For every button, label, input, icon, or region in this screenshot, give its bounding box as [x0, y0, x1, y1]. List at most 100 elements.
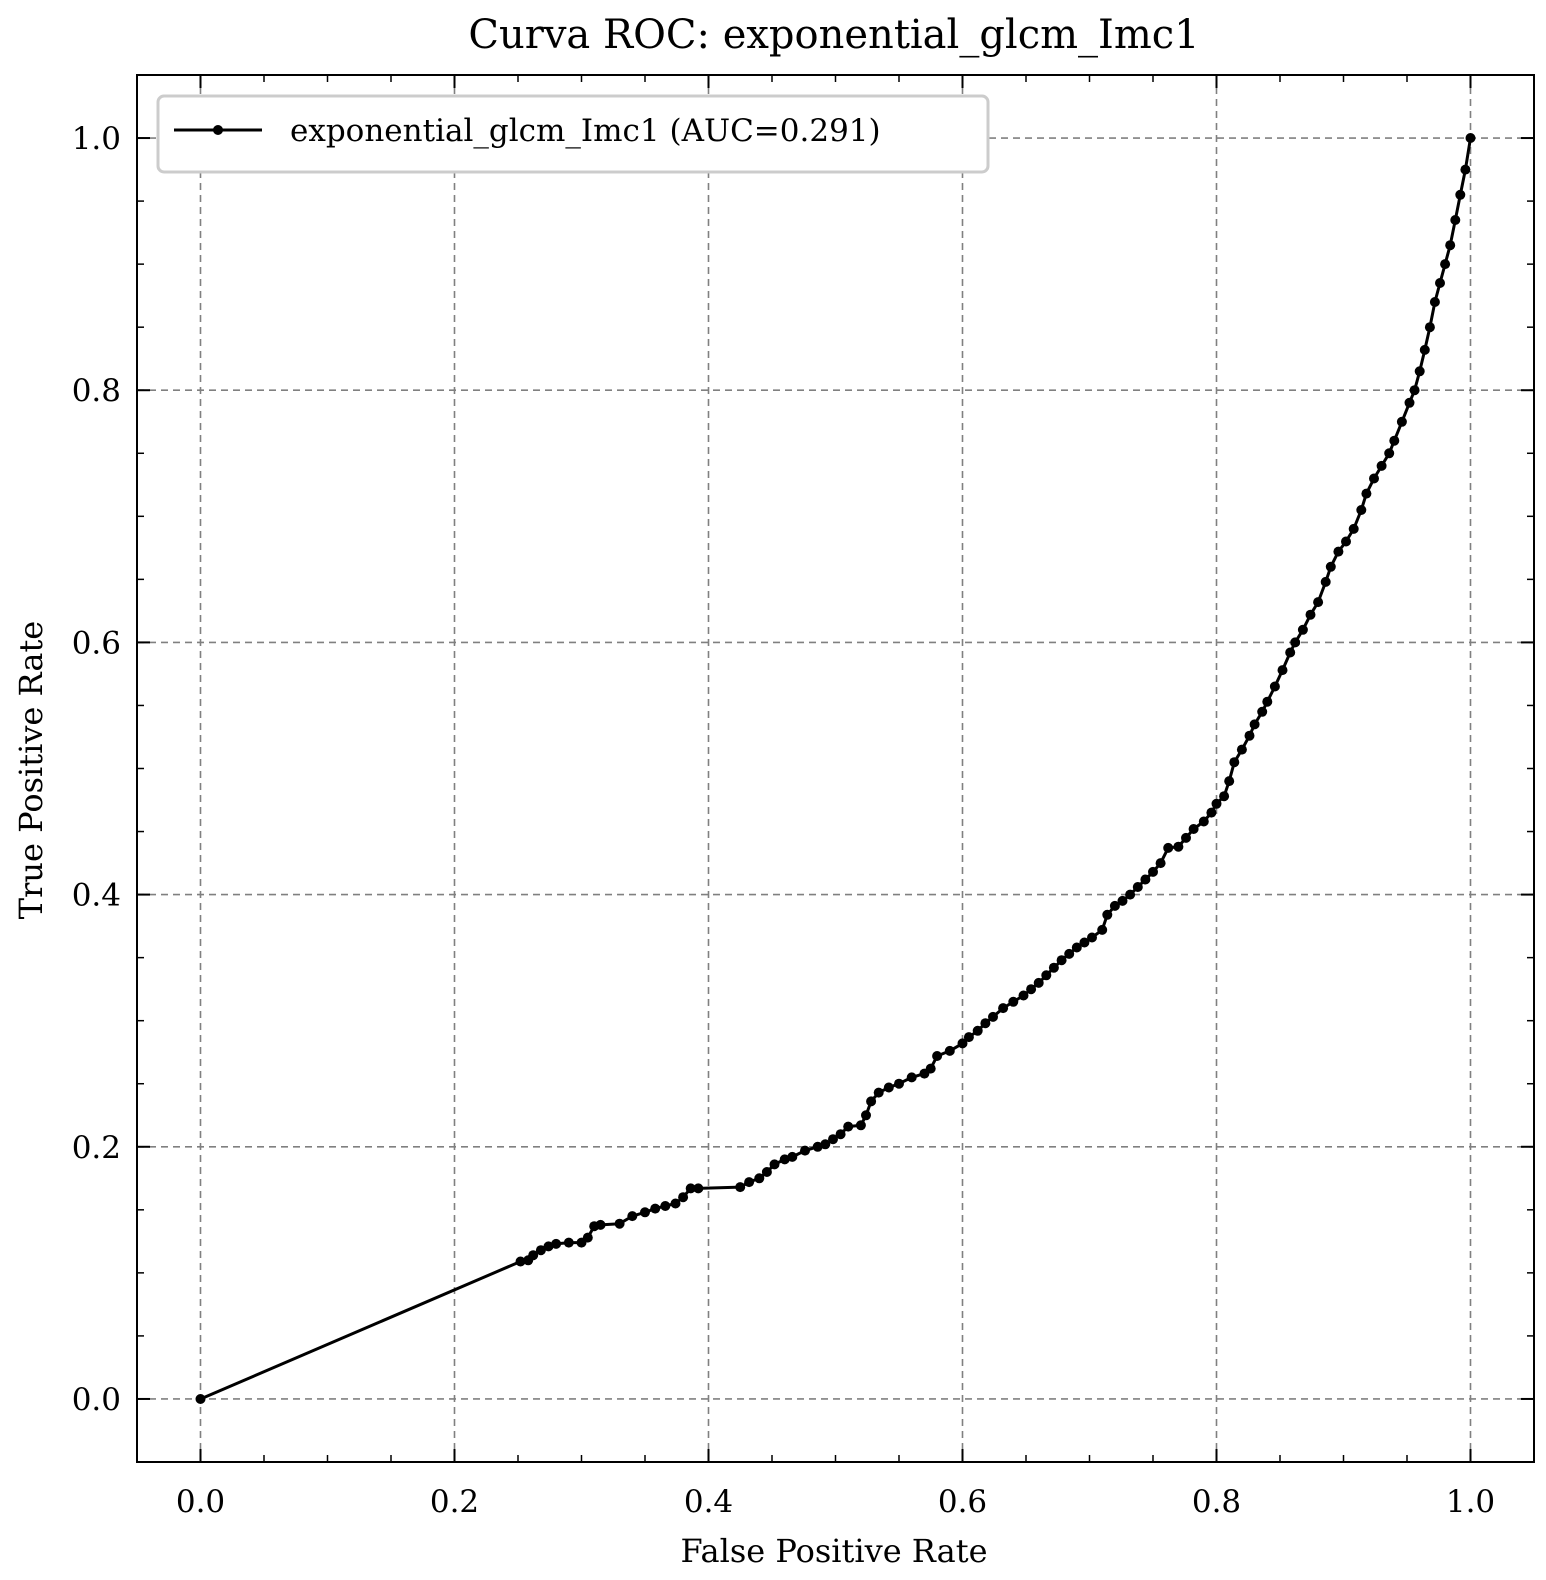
roc-point — [1404, 397, 1415, 408]
roc-point — [1257, 706, 1268, 717]
x-tick-label: 0.2 — [430, 1484, 479, 1520]
roc-point — [640, 1207, 650, 1218]
roc-point — [932, 1051, 943, 1061]
roc-point — [1269, 681, 1280, 692]
roc-point — [1445, 240, 1456, 251]
roc-point — [820, 1139, 831, 1150]
roc-point — [1341, 536, 1351, 547]
roc-point — [883, 1082, 894, 1093]
roc-point — [1389, 435, 1400, 446]
roc-point — [1148, 866, 1158, 877]
tick-labels: 0.0 0.2 0.4 0.6 0.8 1.0 0.0 0.2 0.4 0.6 0.8 1.0 — [72, 121, 1495, 1520]
roc-point — [1313, 597, 1324, 608]
roc-point — [660, 1201, 671, 1211]
roc-point — [650, 1203, 661, 1214]
y-tick-label: 0.8 — [72, 373, 121, 409]
roc-point — [1056, 955, 1067, 966]
roc-point — [835, 1129, 846, 1140]
roc-point — [1219, 791, 1230, 802]
roc-point — [1325, 561, 1336, 572]
roc-point — [1140, 874, 1151, 885]
roc-point — [1173, 841, 1184, 852]
roc-point — [1163, 842, 1174, 853]
roc-point — [1181, 832, 1191, 843]
roc-point — [1018, 990, 1029, 1001]
roc-point — [1041, 970, 1052, 981]
roc-point — [1429, 297, 1440, 307]
roc-point — [1465, 133, 1476, 143]
roc-point — [1297, 624, 1308, 635]
roc-point — [1244, 730, 1255, 741]
roc-point — [1236, 744, 1247, 755]
roc-point — [1033, 977, 1044, 988]
roc-point — [563, 1237, 574, 1248]
x-axis-label: False Positive Rate — [680, 1532, 987, 1570]
roc-point — [515, 1256, 526, 1267]
roc-point — [1369, 473, 1379, 484]
roc-point — [1361, 488, 1372, 499]
roc-point — [800, 1145, 810, 1156]
roc-point — [769, 1159, 780, 1170]
y-axis-label: True Positive Rate — [12, 621, 50, 920]
roc-point — [1450, 215, 1461, 225]
roc-point — [812, 1141, 823, 1152]
roc-point — [582, 1232, 593, 1243]
roc-point — [1211, 798, 1222, 809]
roc-point — [1102, 909, 1113, 920]
y-tick-label: 1.0 — [72, 121, 121, 157]
roc-point — [1087, 932, 1097, 943]
roc-point — [1333, 546, 1344, 557]
roc-point — [1290, 637, 1301, 648]
roc-point — [779, 1154, 790, 1165]
roc-point — [1048, 962, 1059, 973]
y-tick-label: 0.4 — [72, 878, 121, 914]
y-tick-label: 0.0 — [72, 1382, 121, 1418]
roc-point — [551, 1238, 562, 1249]
roc-point — [1277, 665, 1288, 676]
legend-entry: exponential_glcm_Imc1 (AUC=0.291) — [290, 113, 881, 149]
roc-point — [1125, 889, 1136, 900]
roc-point — [866, 1096, 877, 1107]
x-tick-label: 0.8 — [1192, 1484, 1241, 1520]
roc-point — [1285, 647, 1296, 658]
roc-point — [761, 1167, 772, 1177]
roc-point — [1414, 366, 1425, 377]
roc-point — [1224, 776, 1235, 787]
roc-point — [1384, 448, 1395, 459]
x-tick-label: 0.4 — [684, 1484, 733, 1520]
roc-point — [1132, 882, 1143, 892]
roc-point — [1440, 259, 1451, 270]
y-tick-label: 0.6 — [72, 625, 121, 661]
roc-point — [1424, 322, 1435, 333]
roc-point — [678, 1192, 689, 1203]
roc-point — [963, 1032, 974, 1043]
roc-point — [1460, 164, 1471, 175]
roc-point — [614, 1218, 625, 1229]
roc-point — [894, 1078, 904, 1089]
roc-curve-line — [199, 137, 1472, 1401]
roc-point — [1305, 609, 1316, 620]
roc-point — [1262, 696, 1273, 707]
roc-point — [1155, 858, 1166, 869]
roc-point — [693, 1183, 704, 1194]
roc-point — [1008, 996, 1019, 1007]
roc-point — [1188, 824, 1199, 834]
x-tick-label: 0.6 — [938, 1484, 987, 1520]
roc-point — [754, 1173, 765, 1184]
plot-frame — [136, 74, 1535, 1463]
grid-lines — [137, 75, 1534, 1462]
roc-point — [1198, 816, 1209, 827]
roc-point — [1376, 460, 1387, 471]
roc-point — [1206, 807, 1217, 818]
roc-point — [627, 1211, 638, 1222]
roc-point — [861, 1110, 871, 1121]
roc-point — [843, 1121, 854, 1132]
roc-point — [1356, 505, 1367, 515]
roc-point — [828, 1134, 838, 1145]
roc-point — [925, 1063, 936, 1074]
roc-point — [1109, 900, 1120, 911]
roc-point — [787, 1151, 798, 1162]
roc-point — [1419, 344, 1430, 355]
roc-point — [1249, 719, 1260, 730]
